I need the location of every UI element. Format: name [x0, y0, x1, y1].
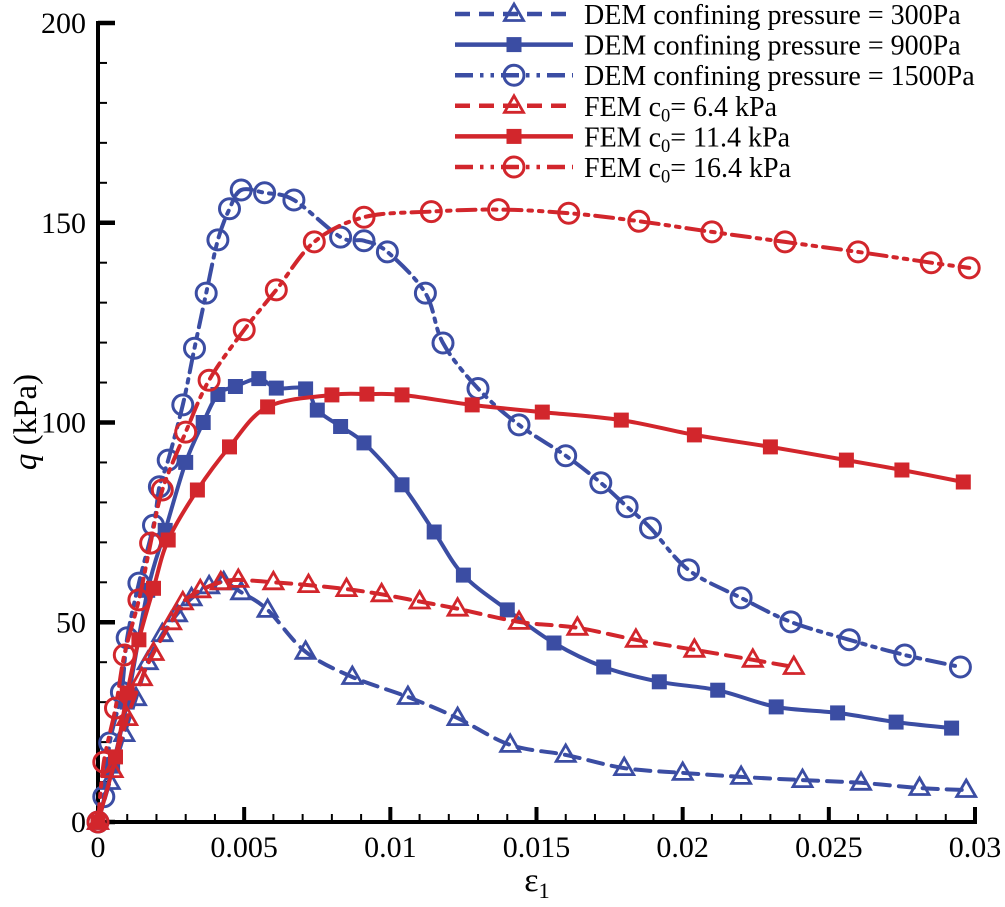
series-line-dem-300	[96, 580, 969, 824]
legend-label: FEM c0= 6.4 kPa	[584, 92, 778, 127]
series-line-fem-11-4	[96, 391, 966, 824]
legend-marker-square	[506, 128, 522, 144]
x-axis-title: ε1	[524, 862, 549, 903]
x-tick-label: 0	[91, 831, 106, 864]
legend-entry-fem-6-4: FEM c0= 6.4 kPa	[455, 92, 778, 127]
legend-marker-triangle	[502, 92, 526, 114]
series-line-dem-1500	[96, 187, 963, 824]
legend-label: FEM c0= 16.4 kPa	[584, 153, 792, 188]
legend-marker-triangle	[502, 1, 526, 22]
series-markers-fem-11-4	[90, 386, 971, 830]
legend-marker-circle	[502, 155, 526, 179]
series-dem-300	[86, 569, 979, 830]
series-dem-900	[90, 371, 960, 830]
legend-marker-square	[506, 37, 522, 53]
x-tick-label: 0.015	[503, 831, 571, 864]
legend-entry-fem-11-4: FEM c0= 11.4 kPa	[455, 122, 791, 157]
y-axis-ticks: 0 50 100 150 200	[41, 7, 115, 839]
series-markers-dem-900	[90, 371, 960, 830]
x-tick-label: 0.03	[949, 831, 1002, 864]
series-line-fem-16-4	[96, 207, 972, 824]
legend-entry-dem-900: DEM confining pressure = 900Pa	[455, 31, 961, 62]
legend-marker-circle	[502, 63, 526, 87]
legend-label: DEM confining pressure = 300Pa	[584, 0, 961, 31]
series-fem-6-4	[86, 567, 806, 830]
series-fem-16-4	[86, 198, 981, 834]
y-tick-label: 100	[41, 407, 86, 440]
axes	[94, 21, 977, 824]
x-axis-ticks: 0 0.005 0.01 0.015 0.02 0.025 0.03	[91, 807, 1002, 864]
y-tick-label: 50	[56, 606, 86, 639]
y-axis-title: q (kPa)	[8, 374, 44, 470]
x-tick-label: 0.025	[795, 831, 863, 864]
y-tick-label: 200	[41, 7, 86, 40]
legend-label: DEM confining pressure = 900Pa	[584, 31, 961, 62]
y-tick-label: 0	[71, 806, 86, 839]
y-tick-label: 150	[41, 207, 86, 240]
x-tick-label: 0.02	[656, 831, 709, 864]
series-markers-dem-300	[86, 569, 979, 830]
series-markers-fem-6-4	[86, 567, 806, 830]
legend-label: FEM c0= 11.4 kPa	[584, 122, 791, 157]
legend-label: DEM confining pressure = 1500Pa	[584, 61, 975, 92]
series-fem-11-4	[90, 386, 971, 830]
x-tick-label: 0.005	[210, 831, 278, 864]
legend-entry-dem-300: DEM confining pressure = 300Pa	[455, 0, 961, 31]
series-dem-1500	[86, 178, 972, 834]
series-markers-fem-16-4	[86, 198, 981, 834]
legend-entry-fem-16-4: FEM c0= 16.4 kPa	[455, 153, 792, 188]
series-markers-dem-1500	[86, 178, 972, 834]
legend-entry-dem-1500: DEM confining pressure = 1500Pa	[455, 61, 975, 92]
series-line-fem-6-4	[96, 577, 796, 824]
x-tick-label: 0.01	[364, 831, 417, 864]
